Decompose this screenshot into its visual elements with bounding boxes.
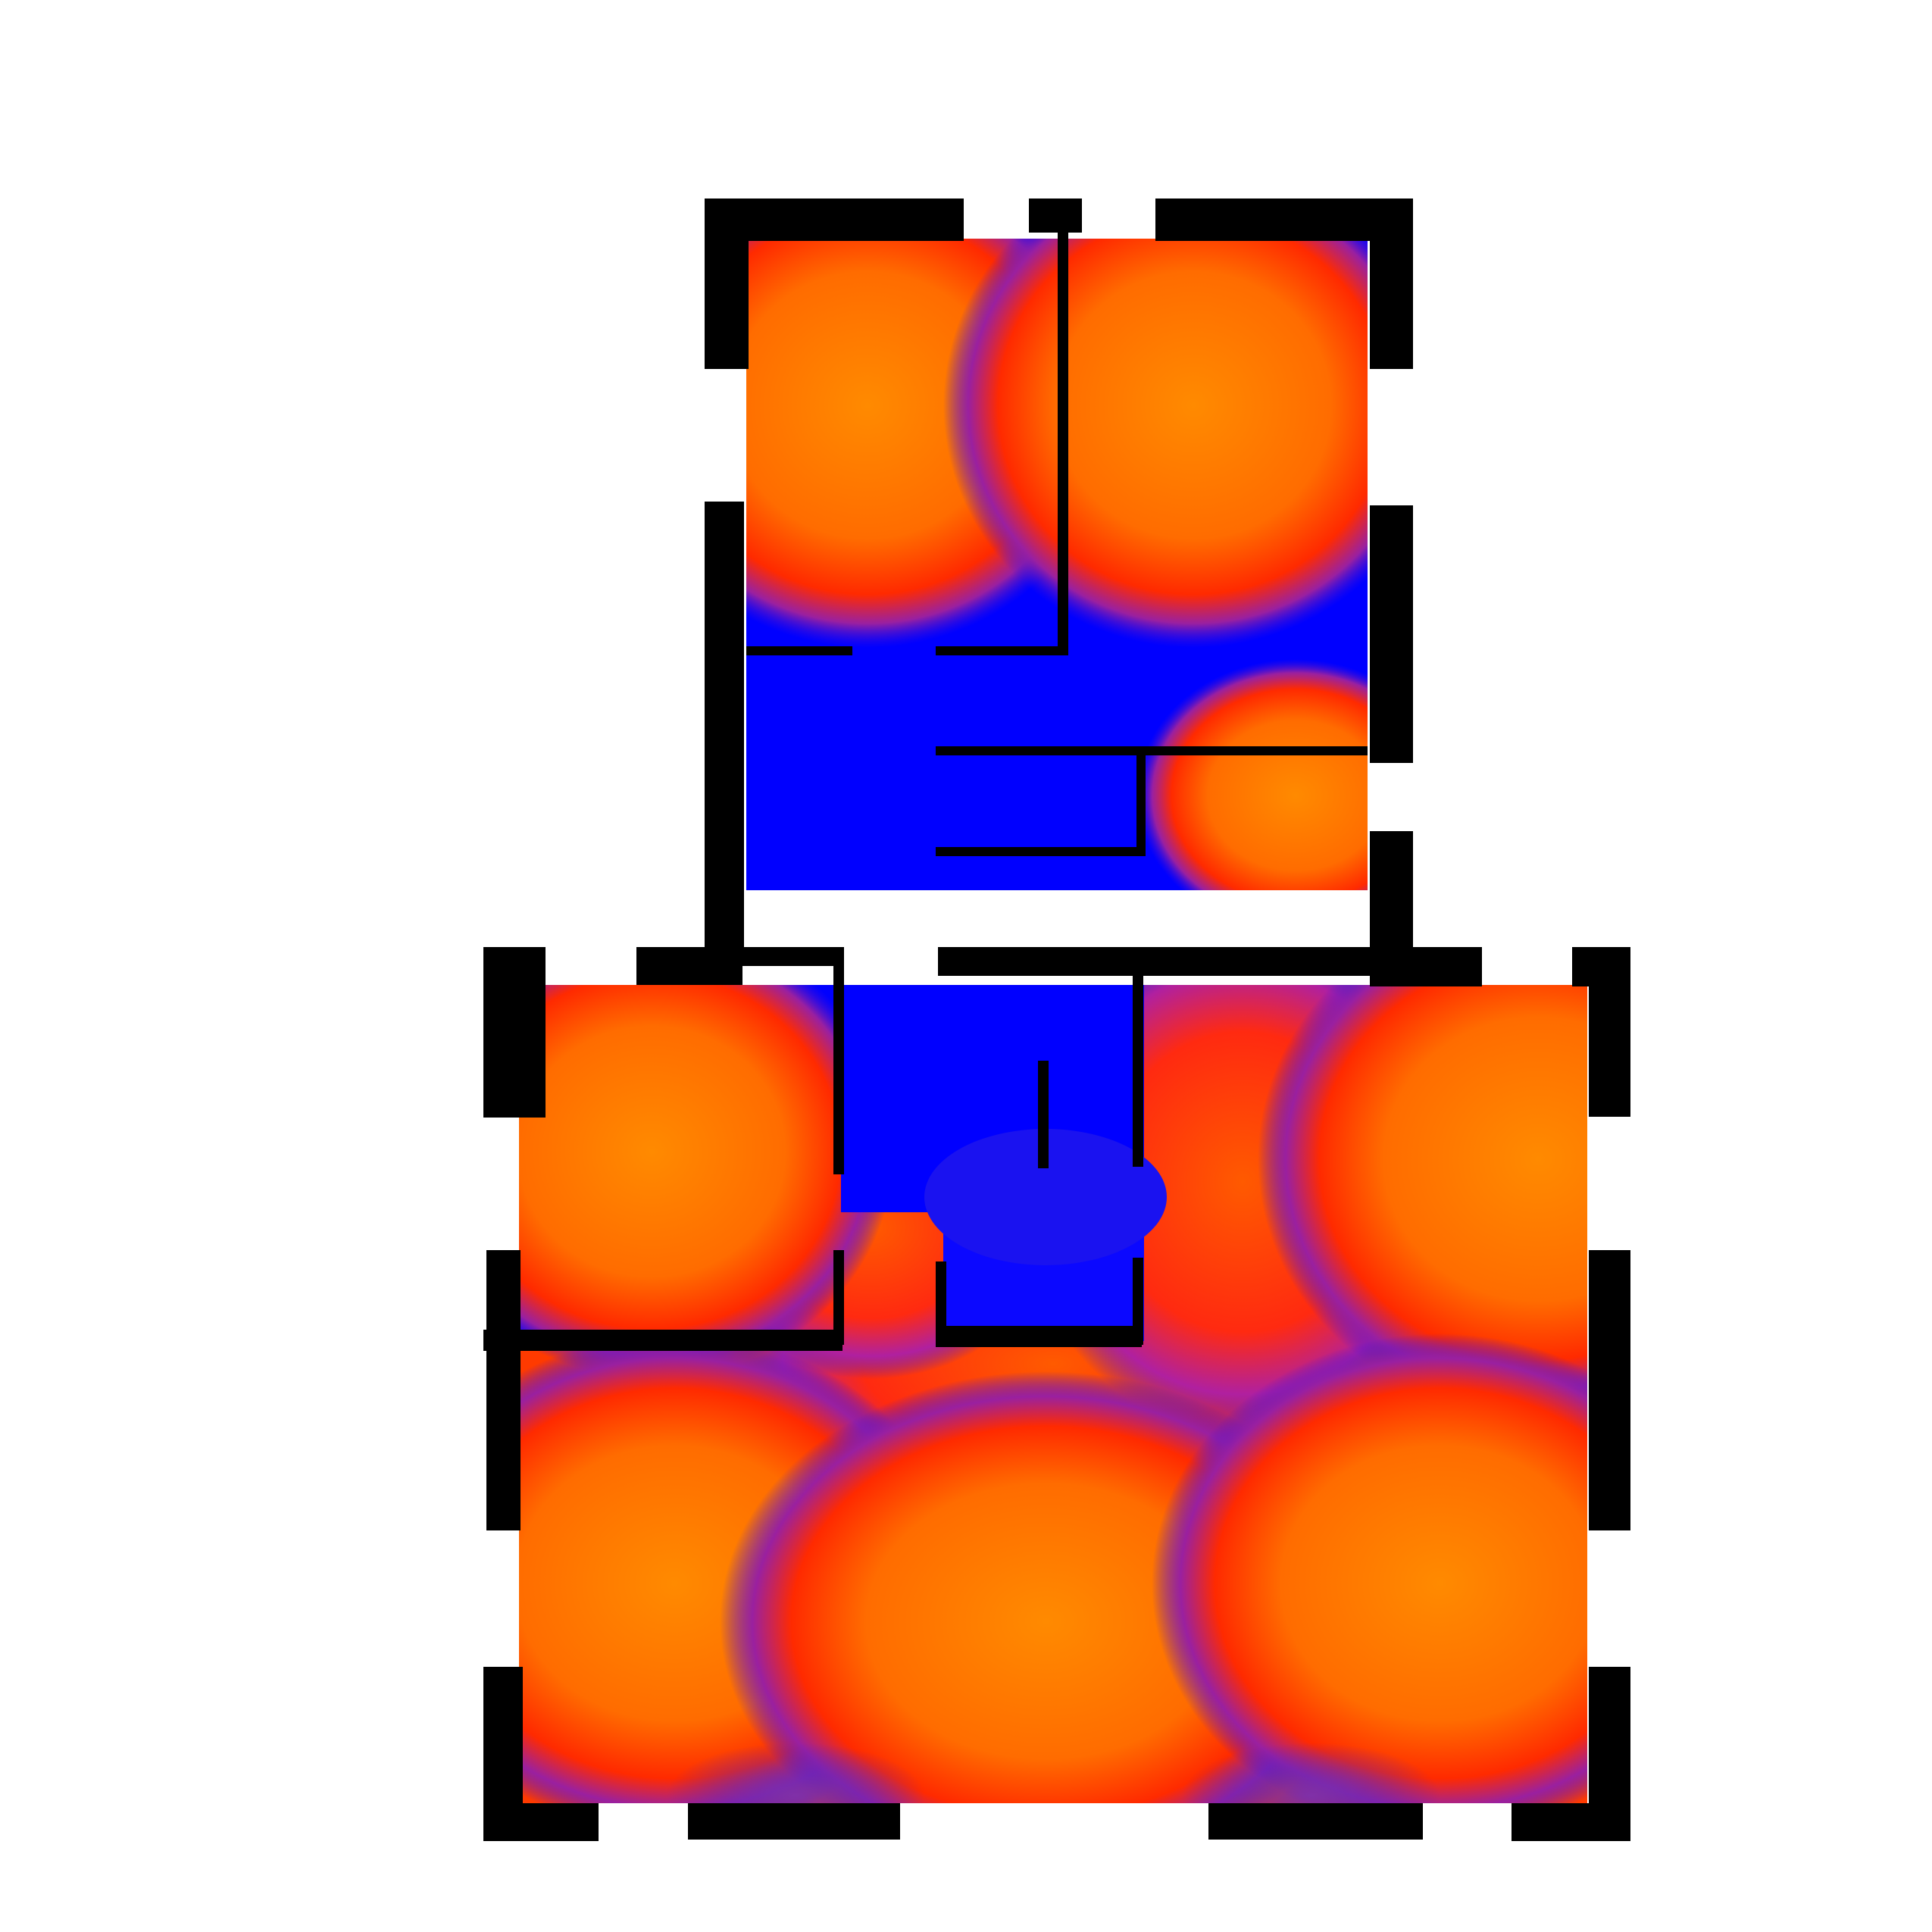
wall-hall-center-stub — [1038, 1061, 1049, 1168]
wall-bottom-4 — [1512, 1803, 1630, 1841]
wall-bottom-1 — [483, 1803, 599, 1841]
wall-mid-left-top-2 — [742, 947, 841, 966]
wall-mid-right-outer — [1589, 986, 1630, 1117]
wall-top-stub — [1029, 199, 1082, 233]
heat-zone-upper-right-bedroom — [943, 239, 1368, 648]
wall-left-room-bottom — [483, 1330, 843, 1351]
wall-hall-bottom-left-jamb — [936, 1261, 946, 1345]
wall-upper-left-2 — [705, 502, 744, 956]
lower-block-heatmap — [519, 985, 1587, 1803]
wall-upper-left-1 — [705, 199, 749, 369]
wall-small-room-bottom — [936, 847, 1146, 856]
heat-zone-living-area — [519, 1333, 1587, 1803]
wall-hall-left-1 — [833, 947, 844, 1174]
wall-bedroom-left-bottom — [746, 646, 852, 655]
wall-bedroom-divider — [1058, 231, 1068, 652]
wall-mid-left-top — [636, 947, 742, 985]
wall-upper-right-1 — [1370, 199, 1413, 369]
wall-bedroom-right-bottom — [936, 646, 1068, 655]
heat-zone-left-middle-room — [519, 985, 894, 1379]
wall-mid-right-top — [1370, 947, 1482, 986]
wall-mid-left-outer — [483, 947, 546, 1118]
wall-lower-left-1 — [486, 1250, 521, 1530]
wall-upper-right-2 — [1370, 505, 1413, 763]
wall-hall-left-2 — [833, 1250, 844, 1345]
wall-mid-center-top — [938, 947, 1370, 976]
wall-hall-right-1 — [1133, 970, 1143, 1167]
wall-lower-right-1 — [1589, 1250, 1630, 1530]
walls — [483, 199, 1630, 1841]
wall-hall-bottom — [936, 1326, 1142, 1347]
heat-zone-small-right-room — [1136, 659, 1368, 890]
upper-block-heatmap — [746, 239, 1368, 890]
heat-zone-right-middle-room — [1258, 985, 1587, 1417]
wall-mid-right-stub — [1572, 947, 1630, 986]
wall-bottom-3 — [1208, 1803, 1423, 1840]
wall-bottom-2 — [688, 1803, 900, 1840]
wall-hall-right-2 — [1133, 1258, 1143, 1345]
wall-small-room-top — [936, 746, 1368, 755]
wall-upper-right-3 — [1370, 831, 1413, 956]
wall-small-room-left — [1136, 746, 1146, 856]
